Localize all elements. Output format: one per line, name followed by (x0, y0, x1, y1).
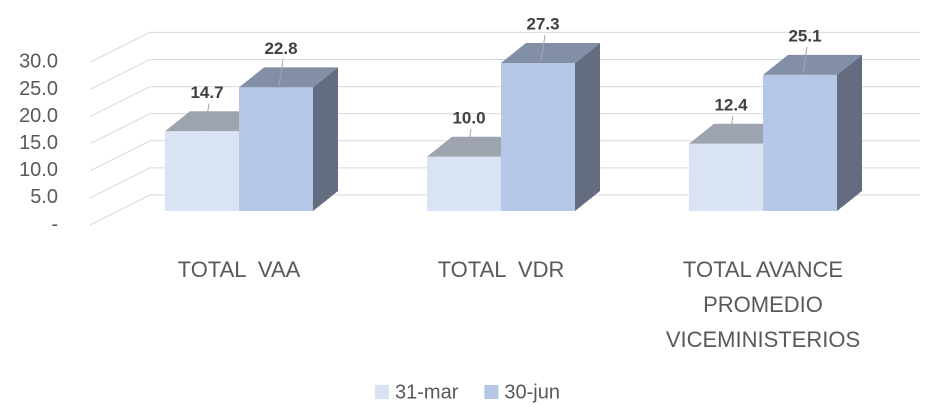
y-tick-label: 20.0 (19, 105, 58, 127)
y-tick-label: 10.0 (19, 159, 58, 181)
y-tick-label: 30.0 (19, 51, 58, 73)
bar (427, 156, 501, 211)
bar (165, 131, 239, 211)
bar (501, 63, 575, 211)
legend-swatch (375, 385, 389, 399)
leader-line (802, 46, 808, 74)
y-tick-label: 25.0 (19, 78, 58, 100)
data-label: 25.1 (788, 26, 821, 45)
bar-side (575, 43, 600, 211)
data-label: 14.7 (190, 83, 223, 102)
bar-top (501, 43, 600, 63)
leader-line (728, 115, 734, 142)
data-label: 12.4 (714, 95, 748, 114)
y-tick-label: - (51, 213, 58, 235)
legend-label: 31-mar (395, 381, 459, 403)
x-tick-label: TOTAL VAA (177, 257, 301, 282)
bar-top (239, 67, 338, 88)
y-tick-label: 5.0 (30, 186, 58, 208)
legend-label: 30-jun (504, 381, 560, 403)
bar-side (313, 67, 338, 212)
bar (689, 143, 763, 211)
leader-line (466, 128, 472, 155)
x-tick-label: TOTAL VDR (437, 257, 565, 282)
bar-top (763, 54, 862, 75)
grid-line (89, 167, 920, 199)
x-tick-label: TOTAL AVANCE PROMEDIO VICEMINISTERIOS (665, 257, 861, 352)
leader-line (278, 59, 284, 86)
data-label: 27.3 (526, 14, 559, 33)
grid-line (89, 113, 920, 145)
grid-line (89, 31, 920, 63)
bar (239, 87, 313, 211)
bar-side (837, 54, 862, 211)
data-label: 22.8 (264, 39, 297, 58)
leader-line (204, 103, 210, 130)
grid-line (89, 86, 920, 118)
grid-line (89, 194, 920, 226)
leader-line (540, 34, 546, 62)
data-label: 10.0 (452, 108, 485, 127)
y-tick-label: 15.0 (19, 132, 58, 154)
grid-line (89, 58, 920, 90)
grid-line (89, 140, 920, 172)
bar (763, 74, 837, 211)
legend-swatch (484, 385, 499, 399)
